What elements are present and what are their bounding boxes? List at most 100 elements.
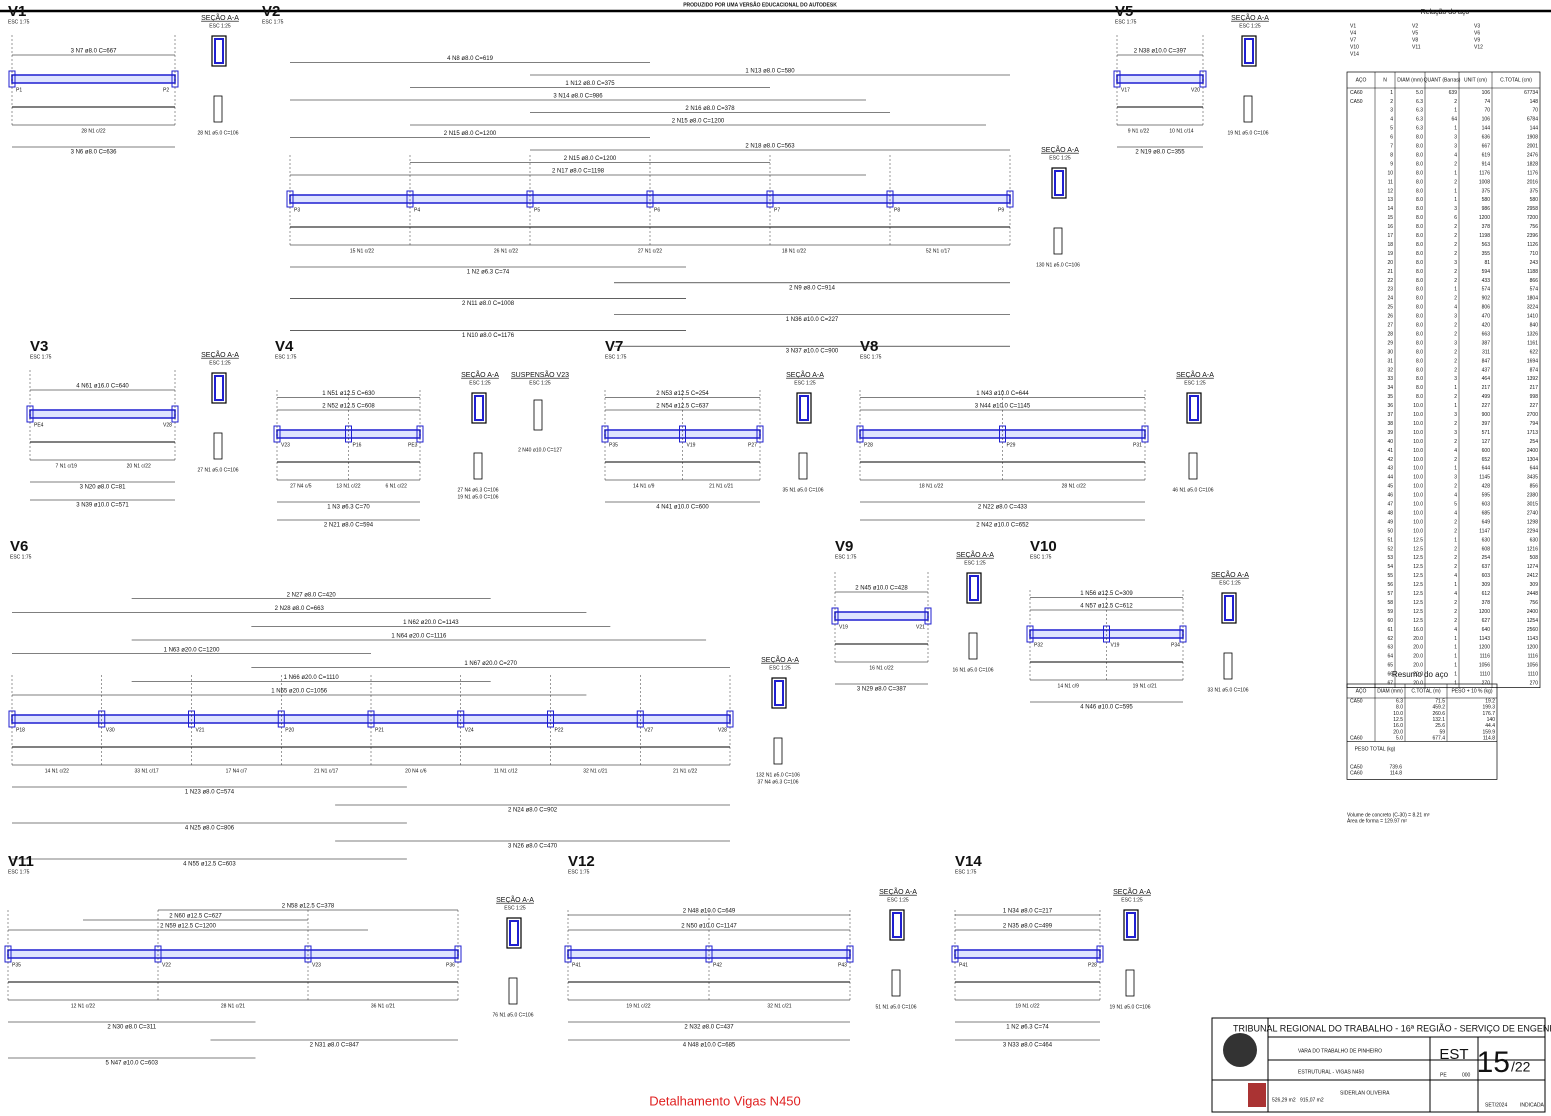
table-cell: 24 (1387, 296, 1393, 302)
stirrup-spacing: 28 N1 c/22 (1062, 483, 1086, 489)
bar-callout: 2 N17 ø8.0 C=1198 (552, 169, 605, 175)
table-cell: 1 (1454, 403, 1457, 409)
table-cell: 594 (1482, 269, 1491, 275)
table-cell: 627 (1482, 618, 1491, 624)
section-scale: ESC 1:25 (209, 360, 231, 366)
tb-area: 915,07 m2 (1300, 1097, 1324, 1103)
table-cell: 2 (1454, 421, 1457, 427)
table-cell: 10.0 (1413, 421, 1423, 427)
table-cell: 3 (1454, 206, 1457, 212)
table-cell: 1 (1454, 188, 1457, 194)
support-label: V24 (465, 727, 474, 733)
table-cell: 3 (1454, 376, 1457, 382)
table-cell: 31 (1387, 358, 1393, 364)
table-cell: 1176 (1479, 170, 1490, 176)
table-cell: 3435 (1527, 475, 1538, 481)
table-cell: 2560 (1527, 627, 1538, 633)
watermark: PRODUZIDO POR UMA VERSÃO EDUCACIONAL DO … (683, 1, 837, 8)
table-cell: 5.0 (1416, 90, 1423, 96)
table-cell: 856 (1530, 484, 1539, 490)
table-cell: 12.5 (1413, 564, 1423, 570)
table-cell: CA60 (1350, 90, 1363, 96)
stirrup-spacing: 26 N1 c/22 (494, 248, 518, 254)
table-cell: 254 (1482, 555, 1491, 561)
table-cell: 32 (1387, 367, 1393, 373)
support-label: P16 (353, 442, 362, 448)
beam-list: V7 (1350, 37, 1356, 43)
tb-subject: ESTRUTURAL - VIGAS N450 (1298, 1069, 1364, 1075)
table-header: QUANT (Barras) (1424, 77, 1461, 83)
table-cell: 644 (1530, 466, 1539, 472)
stirrup-callout: 27 N1 ø5.0 C=106 (198, 467, 239, 473)
table-cell: 106 (1482, 90, 1491, 96)
stirrup-spacing: 11 N1 c/12 (494, 768, 518, 774)
table-cell: 1188 (1527, 269, 1538, 275)
table-cell: 37 (1387, 412, 1393, 418)
table-cell: 756 (1530, 224, 1539, 230)
stirrup-spacing: 13 N1 c/22 (336, 483, 360, 489)
support-label: V19 (687, 442, 696, 448)
support-label: P18 (16, 727, 25, 733)
table-cell: 12.5 (1413, 582, 1423, 588)
table-cell: 2 (1454, 600, 1457, 606)
support-label: P6 (654, 207, 660, 213)
section-scale: ESC 1:25 (209, 23, 231, 29)
table-cell: 50 (1387, 528, 1393, 534)
bar-callout: 3 N29 ø8.0 C=387 (857, 687, 907, 693)
table-cell: 43 (1387, 466, 1393, 472)
table-cell: 10.0 (1413, 412, 1423, 418)
table-cell: 10.0 (1413, 528, 1423, 534)
table-cell: 13 (1387, 197, 1393, 203)
table-cell: 39 (1387, 430, 1393, 436)
bar-callout: 2 N50 ø10.0 C=1147 (681, 924, 737, 930)
table-cell: 2400 (1527, 609, 1538, 615)
table-cell: 1200 (1479, 645, 1490, 651)
table-cell: 49 (1387, 519, 1393, 525)
support-label: P32 (1034, 642, 1043, 648)
table-cell: 4 (1454, 573, 1457, 579)
background (0, 0, 1551, 1116)
beam-title: V14 (955, 853, 982, 870)
table-cell: 1254 (1527, 618, 1538, 624)
bar-callout: 2 N31 ø8.0 C=847 (310, 1043, 360, 1049)
table-cell: 603 (1482, 573, 1491, 579)
table-cell: 1198 (1479, 233, 1490, 239)
table-cell: 4 (1390, 117, 1393, 123)
table-cell: 40 (1387, 439, 1393, 445)
table-cell: 309 (1530, 582, 1539, 588)
table-cell: 70 (1532, 108, 1538, 114)
table-cell: 8 (1390, 152, 1393, 158)
table-cell: 10.0 (1413, 502, 1423, 508)
table-cell: 2 (1454, 224, 1457, 230)
bar-callout: 1 N67 ø20.0 C=270 (464, 661, 517, 667)
stirrup-callout: 27 N4 ø6.3 C=106 (458, 487, 499, 493)
table-cell: 2 (1454, 349, 1457, 355)
stirrup-callout: 130 N1 ø5.0 C=106 (1036, 262, 1080, 268)
table-cell: 20.0 (1413, 663, 1423, 669)
table-cell: 16 (1387, 224, 1393, 230)
stirrup-spacing: 32 N1 c/21 (583, 768, 607, 774)
table-cell: 1145 (1479, 475, 1490, 481)
table-cell: 3 (1454, 340, 1457, 346)
beam-list: V10 (1350, 44, 1359, 50)
support-label: P27 (748, 442, 757, 448)
tb-phase: PE (1440, 1072, 1447, 1078)
table-cell: 8.0 (1416, 278, 1423, 284)
bar-callout: 2 N18 ø8.0 C=563 (745, 144, 795, 150)
table-cell: 10.0 (1413, 493, 1423, 499)
section-title: SUSPENSÃO V23 (511, 370, 569, 379)
table-cell: 3 (1454, 135, 1457, 141)
table-cell: 900 (1482, 412, 1491, 418)
stirrup-spacing: 15 N1 c/22 (350, 248, 374, 254)
support-label: P31 (1133, 442, 1142, 448)
table-cell: 12.5 (1413, 618, 1423, 624)
beam-scale: ESC 1:75 (605, 354, 627, 360)
table-cell: 1110 (1480, 672, 1491, 678)
table-cell: 612 (1482, 591, 1491, 597)
section-scale: ESC 1:25 (1239, 23, 1261, 29)
beam-title: V9 (835, 538, 853, 555)
support-label: P29 (1007, 442, 1016, 448)
section-title: SEÇÃO A-A (496, 895, 534, 904)
logo (1223, 1033, 1257, 1067)
table-cell: 1056 (1479, 663, 1490, 669)
